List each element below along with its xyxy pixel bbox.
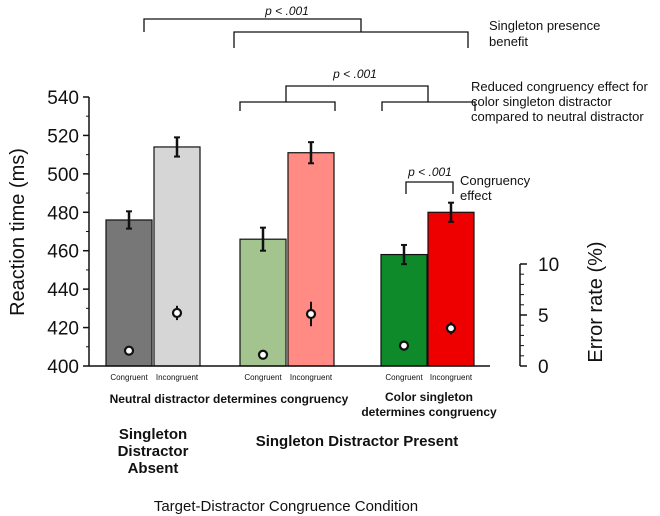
bars-layer: Congruent Incongruent Congruent Incongruent… (105, 136, 475, 382)
p-value-mid: p < .001 (332, 67, 377, 81)
brackets-layer (143, 18, 476, 194)
bar-3 (287, 152, 335, 367)
bracket-presence (143, 18, 362, 32)
presence-annotation-1: Singleton presence (489, 18, 600, 33)
bracket-congruency (405, 181, 454, 194)
y-tick-label-3: 460 (47, 242, 79, 263)
color-group-label-2: determines congruency (361, 405, 497, 419)
er-point-5 (445, 323, 457, 334)
absent-label-3: Absent (128, 460, 179, 477)
congruency-annotation-1: Congruency (460, 173, 531, 188)
bar-2 (239, 238, 287, 367)
category-label-2: Congruent (244, 373, 282, 382)
reduced-annotation-2: color singleton distractor (471, 94, 613, 109)
y-tick-label-4: 480 (47, 203, 79, 224)
absent-label-2: Distractor (118, 443, 189, 460)
y-tick-label-0: 400 (47, 357, 79, 378)
bar-1 (153, 146, 201, 367)
category-label-4: Congruent (385, 373, 423, 382)
p-value-low: p < .001 (407, 165, 452, 179)
bracket-color-pair (381, 101, 476, 111)
y-axis-label: Reaction time (ms) (7, 148, 29, 316)
y2-tick-label-2: 10 (538, 255, 559, 276)
er-point-0 (123, 345, 135, 356)
reduced-annotation-3: compared to neutral distractor (471, 109, 644, 124)
category-label-1: Incongruent (156, 373, 199, 382)
bracket-present-span (233, 31, 469, 48)
y-tick-label-5: 500 (47, 165, 79, 186)
er-point-1 (171, 307, 183, 319)
bracket-neutral-pair (239, 101, 336, 111)
y-tick-label-7: 540 (47, 88, 79, 109)
color-group-label-1: Color singleton (385, 390, 473, 404)
present-label: Singleton Distractor Present (256, 433, 459, 450)
y-tick-label-2: 440 (47, 280, 79, 301)
congruency-annotation-2: effect (460, 188, 492, 203)
presence-annotation-2: benefit (489, 34, 528, 49)
y2-tick-label-0: 0 (538, 357, 549, 378)
x-axis-label: Target-Distractor Congruence Condition (154, 498, 418, 515)
neutral-group-label: Neutral distractor determines congruency (110, 392, 349, 406)
category-label-3: Incongruent (290, 373, 333, 382)
axes-layer: 400 420 440 460 480 500 520 540 0 5 10 (47, 88, 559, 378)
er-point-3 (305, 308, 317, 320)
y2-axis-label: Error rate (%) (585, 241, 607, 362)
er-point-4 (398, 340, 410, 351)
y-tick-label-1: 420 (47, 319, 79, 340)
y-tick-label-6: 520 (47, 126, 79, 147)
category-label-0: Congruent (110, 373, 148, 382)
p-value-top: p < .001 (264, 4, 309, 18)
reduced-annotation-1: Reduced congruency effect for (471, 79, 648, 94)
y2-tick-label-1: 5 (538, 306, 549, 327)
er-point-2 (257, 349, 269, 360)
bracket-reduced (285, 85, 429, 102)
bar-5 (427, 211, 475, 367)
bar-0 (105, 219, 153, 367)
category-label-5: Incongruent (430, 373, 473, 382)
absent-label-1: Singleton (119, 426, 187, 443)
